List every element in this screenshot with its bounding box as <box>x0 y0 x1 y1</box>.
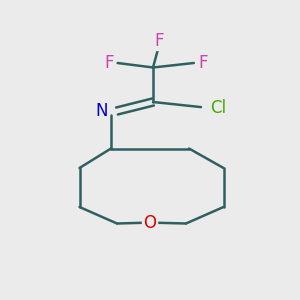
Text: O: O <box>143 214 157 232</box>
Text: F: F <box>154 32 164 50</box>
Text: F: F <box>198 54 208 72</box>
Text: N: N <box>95 102 108 120</box>
Text: F: F <box>104 54 114 72</box>
Text: Cl: Cl <box>210 99 226 117</box>
